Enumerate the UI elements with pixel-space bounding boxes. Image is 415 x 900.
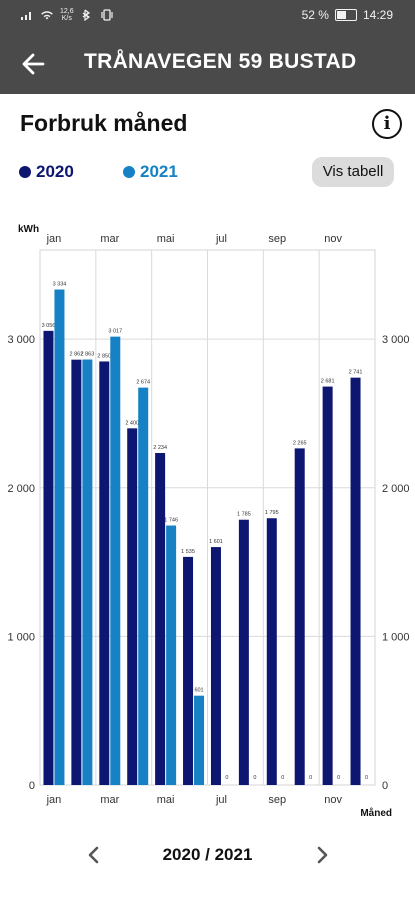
data-label-2020-jul: 1 601 xyxy=(209,539,223,545)
legend-label-2020: 2020 xyxy=(36,162,74,181)
bar-2020-nov xyxy=(322,386,333,785)
data-label-2021-jun: 601 xyxy=(194,688,203,694)
data-label-2021-okt: 0 xyxy=(309,775,312,781)
legend-item-2020[interactable]: 2020 xyxy=(19,162,74,182)
bar-2021-apr xyxy=(138,387,149,785)
x-tick-label-top: sep xyxy=(268,233,286,245)
network-speed-unit: K/s xyxy=(61,15,72,22)
y-tick-label-left: 3 000 xyxy=(7,334,35,346)
bar-2020-apr xyxy=(127,428,138,785)
network-speed-value: 12,6 xyxy=(60,8,74,15)
x-tick-label-top: mar xyxy=(100,233,119,245)
bar-2021-jun xyxy=(194,695,205,785)
data-label-2020-okt: 2 265 xyxy=(293,440,307,446)
x-tick-label-bottom: jul xyxy=(215,794,227,806)
y-tick-label-left: 0 xyxy=(29,780,35,792)
bar-2020-mar xyxy=(99,361,110,785)
wifi-icon xyxy=(41,11,53,20)
data-label-2021-des: 0 xyxy=(365,775,368,781)
bar-2020-okt xyxy=(294,448,305,785)
chart-heading: Forbruk måned xyxy=(20,110,188,136)
legend-dot-2021 xyxy=(123,166,135,178)
status-right: 52 % 14:29 xyxy=(302,8,393,22)
bar-2020-feb xyxy=(71,359,82,785)
period-label: 2020 / 2021 xyxy=(162,845,253,864)
data-label-2021-mar: 3 017 xyxy=(108,329,122,335)
data-label-2021-aug: 0 xyxy=(253,775,256,781)
bar-2021-jan xyxy=(54,289,65,785)
data-label-2020-jun: 1 535 xyxy=(181,549,195,555)
legend-dot-2020 xyxy=(19,166,31,178)
bar-2021-feb xyxy=(82,359,93,785)
network-speed: 12,6 K/s xyxy=(60,8,74,22)
bar-2020-aug xyxy=(238,519,249,785)
x-axis-label: Måned xyxy=(360,807,392,819)
bar-2020-sep xyxy=(266,518,277,785)
cellular-signal-icon xyxy=(21,12,31,20)
page-title: TRÅNAVEGEN 59 BUSTAD xyxy=(84,50,357,73)
data-label-2020-feb: 2 862 xyxy=(69,352,83,358)
bar-2020-mai xyxy=(155,453,166,785)
data-label-2020-nov: 2 681 xyxy=(321,379,335,385)
data-label-2021-apr: 2 674 xyxy=(136,380,150,386)
data-label-2021-sep: 0 xyxy=(281,775,284,781)
bar-2021-mai xyxy=(166,525,177,785)
data-label-2020-apr: 2 400 xyxy=(125,420,139,426)
bar-2020-jul xyxy=(210,547,221,785)
bar-2020-des xyxy=(350,377,361,785)
battery-icon xyxy=(334,9,357,21)
data-label-2020-des: 2 741 xyxy=(349,370,363,376)
x-tick-label-bottom: jan xyxy=(46,794,62,806)
app-bar: TRÅNAVEGEN 59 BUSTAD xyxy=(0,32,415,94)
data-label-2020-sep: 1 795 xyxy=(265,510,279,516)
info-icon[interactable]: i xyxy=(372,109,402,139)
bar-2020-jun xyxy=(183,556,194,785)
x-tick-label-top: jan xyxy=(46,233,62,245)
data-label-2020-mai: 2 234 xyxy=(153,445,167,451)
y-tick-label-left: 2 000 xyxy=(7,483,35,495)
legend-item-2021[interactable]: 2021 xyxy=(123,162,178,182)
x-tick-label-bottom: mai xyxy=(157,794,175,806)
data-label-2021-jul: 0 xyxy=(225,775,228,781)
y-tick-label-left: 1 000 xyxy=(7,631,35,643)
legend-label-2021: 2021 xyxy=(140,162,178,181)
x-tick-label-top: jul xyxy=(215,233,227,245)
y-axis-label: kWh xyxy=(18,224,39,235)
chevron-left-icon[interactable] xyxy=(82,843,106,867)
bluetooth-icon xyxy=(82,9,90,21)
clock: 14:29 xyxy=(362,8,393,22)
data-label-2020-jan: 3 056 xyxy=(42,323,56,329)
period-navigation: 2020 / 2021 xyxy=(0,835,415,875)
y-tick-label-right: 2 000 xyxy=(382,483,410,495)
x-tick-label-bottom: nov xyxy=(324,794,342,806)
data-label-2021-feb: 2 863 xyxy=(80,352,94,358)
data-label-2021-nov: 0 xyxy=(337,775,340,781)
data-label-2020-mar: 2 850 xyxy=(97,353,111,359)
vibrate-icon xyxy=(101,9,113,21)
y-tick-label-right: 0 xyxy=(382,780,388,792)
data-label-2021-mai: 1 746 xyxy=(164,518,178,524)
data-label-2021-jan: 3 334 xyxy=(53,282,67,288)
y-tick-label-right: 3 000 xyxy=(382,334,410,346)
y-tick-label-right: 1 000 xyxy=(382,631,410,643)
x-tick-label-bottom: sep xyxy=(268,794,286,806)
x-tick-label-top: nov xyxy=(324,233,342,245)
data-label-2020-aug: 1 785 xyxy=(237,512,251,518)
x-tick-label-bottom: mar xyxy=(100,794,119,806)
battery-percent: 52 % xyxy=(301,8,329,22)
arrow-left-icon[interactable] xyxy=(18,49,48,79)
status-bar: 12,6 K/s 52 % 14:29 xyxy=(0,0,415,32)
chevron-right-icon[interactable] xyxy=(310,843,334,867)
battery-fill xyxy=(336,11,346,19)
status-left: 12,6 K/s xyxy=(20,8,114,22)
x-tick-label-top: mai xyxy=(157,233,175,245)
bar-2021-mar xyxy=(110,336,121,785)
bar-2020-jan xyxy=(43,330,54,785)
vis-tabell-button[interactable]: Vis tabell xyxy=(312,157,394,187)
